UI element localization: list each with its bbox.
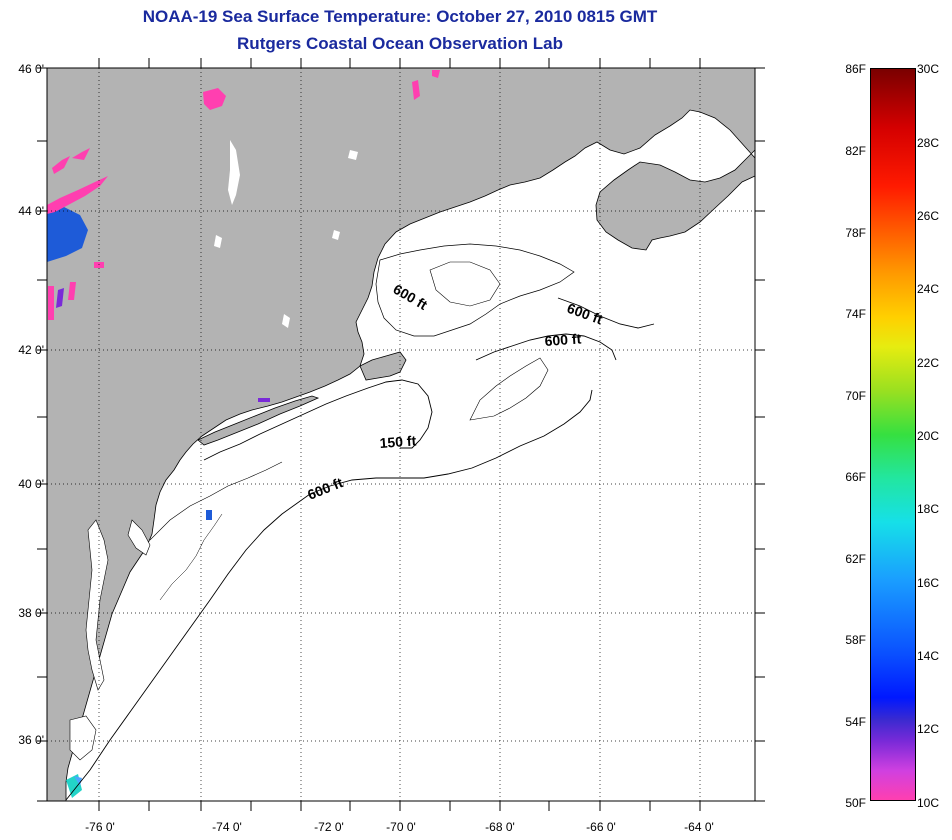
longitude-label: -74 0'	[212, 820, 242, 834]
sst-patch	[56, 288, 64, 308]
colorbar-c-label: 14C	[917, 649, 940, 663]
contour-600ft-main	[65, 389, 593, 801]
latitude-label: 44 0'	[18, 204, 44, 218]
pamlico-sound	[69, 715, 97, 761]
temperature-colorbar	[870, 68, 916, 801]
map-frame	[46, 67, 756, 802]
cape-cod	[359, 351, 407, 381]
latitude-label: 36 0'	[18, 733, 44, 747]
land-mass	[46, 67, 756, 802]
colorbar-c-label: 26C	[917, 209, 940, 223]
colorbar-c-label: 22C	[917, 356, 940, 370]
colorbar-c-label: 28C	[917, 136, 940, 150]
latitude-label: 46 0'	[18, 62, 44, 76]
contour-gulf-basin	[375, 243, 575, 337]
colorbar-f-label: 54F	[845, 715, 866, 729]
colorbar-c-label: 18C	[917, 502, 940, 516]
lake	[348, 150, 358, 160]
contour-ne-channel	[469, 357, 549, 421]
latitude-label: 40 0'	[18, 477, 44, 491]
contour-label: 600 ft	[544, 330, 582, 349]
long-island	[197, 395, 320, 446]
colorbar-f-label: 74F	[845, 307, 866, 321]
lake	[332, 230, 340, 240]
axis-ticks	[37, 58, 765, 811]
sst-patch	[47, 176, 108, 214]
contour-label: 150 ft	[379, 432, 417, 451]
contour-inner	[429, 261, 501, 307]
sst-patch	[52, 156, 70, 174]
colorbar-c-label: 10C	[917, 796, 940, 810]
sst-patch	[68, 282, 76, 300]
lake	[214, 235, 222, 248]
contour-150ft	[203, 379, 433, 461]
longitude-label: -64 0'	[684, 820, 714, 834]
contour-shelf-ripple	[159, 513, 223, 601]
sst-patch	[432, 70, 440, 78]
contour-shelf-inner	[149, 461, 283, 541]
lake	[228, 140, 240, 205]
map-title: NOAA-19 Sea Surface Temperature: October…	[142, 7, 658, 26]
sst-patch	[74, 776, 82, 786]
contour-600ft-gulf	[475, 333, 617, 361]
colorbar-c-label: 20C	[917, 429, 940, 443]
sst-patch	[206, 510, 212, 520]
sst-patch	[48, 286, 54, 320]
lake	[282, 314, 290, 328]
longitude-label: -66 0'	[586, 820, 616, 834]
colorbar-f-label: 78F	[845, 226, 866, 240]
colorbar-f-label: 50F	[845, 796, 866, 810]
sst-patch	[72, 148, 90, 160]
sst-patch	[47, 205, 88, 262]
colorbar-f-label: 82F	[845, 144, 866, 158]
colorbar-f-label: 58F	[845, 633, 866, 647]
colorbar-f-label: 70F	[845, 389, 866, 403]
contour-600ft-east	[557, 297, 655, 329]
colorbar-c-label: 30C	[917, 62, 940, 76]
longitude-label: -76 0'	[85, 820, 115, 834]
colorbar-f-label: 66F	[845, 470, 866, 484]
colorbar-c-label: 12C	[917, 722, 940, 736]
longitude-label: -70 0'	[386, 820, 416, 834]
colorbar-c-label: 16C	[917, 576, 940, 590]
sst-patch	[412, 80, 420, 100]
colorbar-c-label: 24C	[917, 282, 940, 296]
chesapeake-bay	[85, 519, 109, 691]
longitude-label: -68 0'	[485, 820, 515, 834]
colorbar-f-label: 62F	[845, 552, 866, 566]
longitude-label: -72 0'	[314, 820, 344, 834]
delaware-bay	[127, 519, 151, 556]
colorbar-f-label: 86F	[845, 62, 866, 76]
sst-patch	[203, 88, 226, 110]
sst-patch	[258, 398, 270, 402]
latitude-label: 38 0'	[18, 606, 44, 620]
latitude-label: 42 0'	[18, 343, 44, 357]
map-subtitle: Rutgers Coastal Ocean Observation Lab	[237, 34, 563, 53]
